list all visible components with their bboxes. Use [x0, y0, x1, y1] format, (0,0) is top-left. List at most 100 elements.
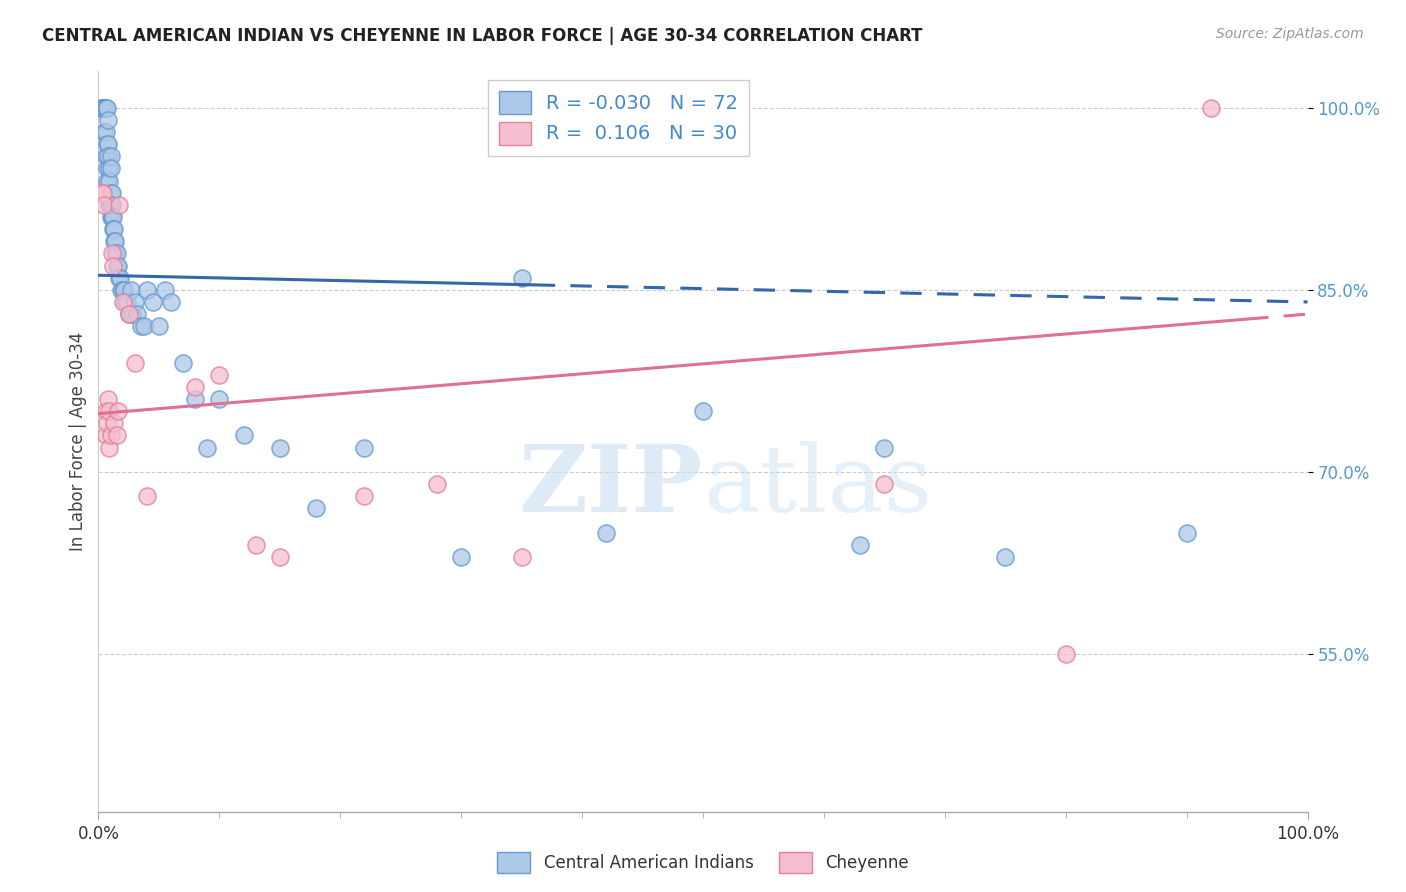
- Point: [94, 149, 117, 163]
- Point: [101, 259, 124, 273]
- Point: [208, 368, 231, 382]
- Point: [100, 149, 122, 163]
- Point: [100, 246, 122, 260]
- Point: [172, 356, 194, 370]
- Point: [98, 161, 121, 176]
- Point: [94, 428, 117, 442]
- Point: [450, 549, 472, 564]
- Point: [195, 441, 218, 455]
- Point: [93, 101, 115, 115]
- Point: [97, 392, 120, 406]
- Point: [105, 428, 128, 442]
- Text: ZIP: ZIP: [519, 441, 703, 531]
- Point: [93, 198, 115, 212]
- Point: [100, 210, 122, 224]
- Point: [91, 101, 114, 115]
- Point: [100, 198, 122, 212]
- Point: [184, 392, 207, 406]
- Point: [98, 404, 121, 418]
- Point: [184, 380, 207, 394]
- Point: [245, 538, 267, 552]
- Legend: R = -0.030   N = 72, R =  0.106   N = 30: R = -0.030 N = 72, R = 0.106 N = 30: [488, 80, 748, 156]
- Point: [873, 441, 896, 455]
- Point: [160, 295, 183, 310]
- Point: [96, 417, 118, 431]
- Point: [107, 259, 129, 273]
- Point: [96, 173, 118, 187]
- Point: [91, 186, 114, 200]
- Point: [97, 112, 120, 127]
- Point: [117, 295, 139, 310]
- Text: CENTRAL AMERICAN INDIAN VS CHEYENNE IN LABOR FORCE | AGE 30-34 CORRELATION CHART: CENTRAL AMERICAN INDIAN VS CHEYENNE IN L…: [42, 27, 922, 45]
- Point: [108, 270, 131, 285]
- Point: [96, 161, 118, 176]
- Point: [595, 525, 617, 540]
- Point: [104, 246, 127, 260]
- Point: [111, 295, 134, 310]
- Point: [100, 186, 122, 200]
- Point: [124, 356, 146, 370]
- Point: [98, 198, 121, 212]
- Text: Source: ZipAtlas.com: Source: ZipAtlas.com: [1216, 27, 1364, 41]
- Point: [97, 149, 120, 163]
- Point: [269, 441, 291, 455]
- Point: [1054, 647, 1077, 661]
- Point: [100, 210, 122, 224]
- Point: [93, 101, 115, 115]
- Point: [100, 428, 122, 442]
- Point: [91, 101, 114, 115]
- Point: [103, 222, 125, 236]
- Point: [1199, 101, 1222, 115]
- Point: [129, 319, 152, 334]
- Point: [510, 549, 533, 564]
- Point: [94, 125, 117, 139]
- Point: [98, 441, 121, 455]
- Point: [100, 198, 122, 212]
- Point: [96, 101, 118, 115]
- Point: [353, 441, 375, 455]
- Point: [105, 246, 128, 260]
- Point: [91, 186, 114, 200]
- Point: [353, 489, 375, 503]
- Point: [101, 222, 124, 236]
- Text: atlas: atlas: [703, 441, 932, 531]
- Point: [135, 489, 157, 503]
- Point: [118, 307, 141, 321]
- Point: [97, 137, 120, 152]
- Point: [90, 101, 112, 115]
- Point: [510, 270, 533, 285]
- Point: [692, 404, 714, 418]
- Point: [101, 210, 124, 224]
- Point: [849, 538, 872, 552]
- Point: [103, 234, 125, 248]
- Point: [208, 392, 231, 406]
- Point: [112, 283, 135, 297]
- Point: [232, 428, 254, 442]
- Point: [100, 161, 122, 176]
- Point: [110, 283, 132, 297]
- Point: [153, 283, 176, 297]
- Y-axis label: In Labor Force | Age 30-34: In Labor Force | Age 30-34: [69, 332, 87, 551]
- Legend: Central American Indians, Cheyenne: Central American Indians, Cheyenne: [491, 846, 915, 880]
- Point: [1175, 525, 1198, 540]
- Point: [269, 549, 291, 564]
- Point: [114, 295, 136, 310]
- Point: [94, 101, 117, 115]
- Point: [93, 125, 115, 139]
- Point: [124, 295, 146, 310]
- Point: [148, 319, 170, 334]
- Point: [135, 283, 157, 297]
- Point: [100, 186, 122, 200]
- Point: [108, 198, 131, 212]
- Point: [96, 137, 118, 152]
- Point: [104, 234, 127, 248]
- Point: [120, 283, 142, 297]
- Point: [873, 477, 896, 491]
- Point: [91, 101, 114, 115]
- Point: [94, 404, 117, 418]
- Point: [426, 477, 449, 491]
- Point: [108, 270, 131, 285]
- Point: [118, 307, 141, 321]
- Point: [111, 283, 134, 297]
- Point: [305, 501, 328, 516]
